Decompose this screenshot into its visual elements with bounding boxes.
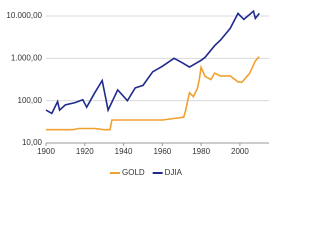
x-tick-label: 1980 — [192, 147, 210, 156]
x-tick-label: 1940 — [115, 147, 133, 156]
chart: 10,00 100,00 1.000,00 10.000,00 1900 1920 1940… — [6, 9, 269, 177]
x-tick-label: 1900 — [37, 147, 55, 156]
legend-label: GOLD — [122, 168, 145, 177]
y-tick-label: 10,00 — [22, 138, 43, 147]
x-tick-label: 1960 — [153, 147, 171, 156]
y-tick-label: 100,00 — [18, 96, 43, 105]
x-tick-label: 2000 — [231, 147, 249, 156]
legend-label: DJIA — [165, 168, 183, 177]
line — [46, 56, 260, 131]
x-tick-label: 1920 — [76, 147, 94, 156]
y-tick-label: 10.000,00 — [6, 11, 42, 20]
y-tick-label: 1.000,00 — [11, 53, 43, 62]
line — [45, 9, 260, 115]
